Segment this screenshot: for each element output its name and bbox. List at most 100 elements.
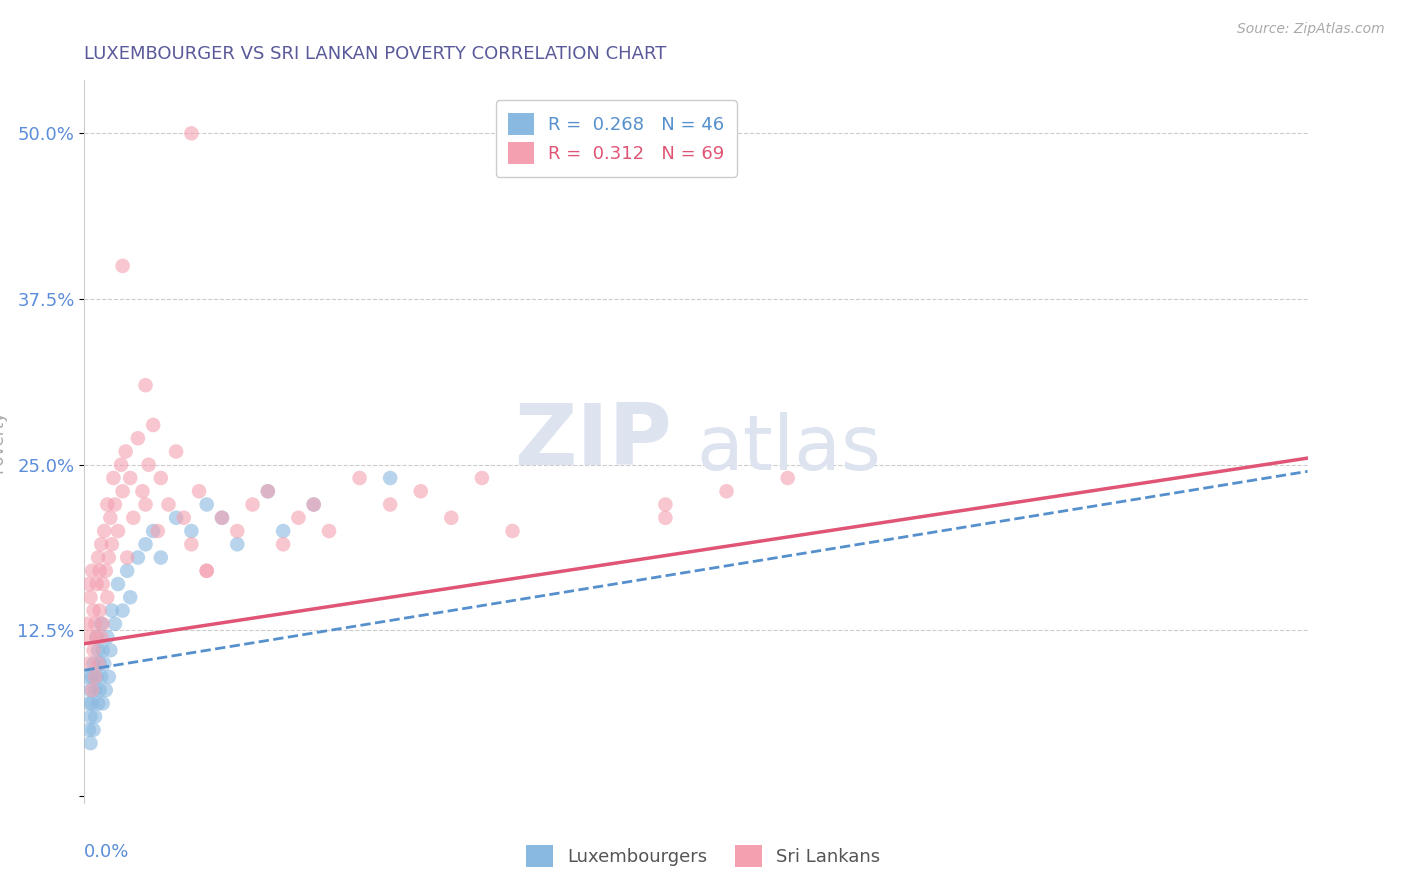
Point <box>79 630 101 644</box>
Point <box>380 498 402 512</box>
Point <box>91 577 114 591</box>
Point <box>173 510 195 524</box>
Point <box>146 524 169 538</box>
Point <box>380 471 402 485</box>
Point <box>83 643 105 657</box>
Point <box>94 683 117 698</box>
Point <box>84 670 107 684</box>
Point <box>135 537 157 551</box>
Point <box>90 630 112 644</box>
Point <box>87 643 110 657</box>
Point <box>98 510 121 524</box>
Point <box>127 550 149 565</box>
Point <box>80 697 103 711</box>
Point <box>93 524 115 538</box>
Point <box>716 484 738 499</box>
Point <box>226 537 249 551</box>
Point <box>97 550 120 565</box>
Point <box>79 709 101 723</box>
Point <box>409 484 432 499</box>
Point <box>180 126 202 140</box>
Point <box>107 524 129 538</box>
Point <box>180 537 202 551</box>
Point <box>142 417 165 432</box>
Point <box>84 616 107 631</box>
Point <box>104 616 127 631</box>
Point <box>257 484 280 499</box>
Point <box>80 683 103 698</box>
Point <box>776 471 799 485</box>
Point <box>120 591 142 605</box>
Point <box>86 630 108 644</box>
Point <box>165 444 187 458</box>
Point <box>188 484 211 499</box>
Point <box>271 537 294 551</box>
Point <box>107 577 129 591</box>
Point <box>91 643 114 657</box>
Point <box>135 498 157 512</box>
Point <box>77 657 100 671</box>
Point <box>77 723 100 737</box>
Point <box>211 510 233 524</box>
Point <box>86 670 108 684</box>
Point <box>79 591 101 605</box>
Text: atlas: atlas <box>696 412 880 486</box>
Point <box>120 471 142 485</box>
Point <box>149 550 172 565</box>
Point <box>302 498 325 512</box>
Point <box>89 564 111 578</box>
Point <box>195 564 218 578</box>
Point <box>96 630 118 644</box>
Point <box>98 643 121 657</box>
Point <box>142 524 165 538</box>
Text: ZIP: ZIP <box>513 400 672 483</box>
Point <box>115 550 138 565</box>
Point <box>440 510 463 524</box>
Point <box>122 510 145 524</box>
Point <box>110 458 132 472</box>
Point <box>257 484 280 499</box>
Point <box>302 498 325 512</box>
Point <box>287 510 309 524</box>
Point <box>349 471 371 485</box>
Point <box>83 723 105 737</box>
Point <box>271 524 294 538</box>
Point <box>80 564 103 578</box>
Point <box>84 709 107 723</box>
Point <box>111 603 134 617</box>
Legend: R =  0.268   N = 46, R =  0.312   N = 69: R = 0.268 N = 46, R = 0.312 N = 69 <box>496 100 737 177</box>
Point <box>471 471 494 485</box>
Point <box>101 603 124 617</box>
Point <box>101 537 124 551</box>
Point <box>195 564 218 578</box>
Point <box>654 510 676 524</box>
Point <box>89 603 111 617</box>
Point <box>226 524 249 538</box>
Point <box>111 259 134 273</box>
Point <box>165 510 187 524</box>
Point <box>135 378 157 392</box>
Point <box>86 630 108 644</box>
Point <box>111 484 134 499</box>
Point <box>114 444 136 458</box>
Point <box>94 564 117 578</box>
Point <box>157 498 180 512</box>
Point <box>211 510 233 524</box>
Point <box>104 498 127 512</box>
Point <box>77 697 100 711</box>
Point <box>91 616 114 631</box>
Point <box>96 591 118 605</box>
Text: LUXEMBOURGER VS SRI LANKAN POVERTY CORRELATION CHART: LUXEMBOURGER VS SRI LANKAN POVERTY CORRE… <box>84 45 666 63</box>
Point <box>138 458 160 472</box>
Point <box>77 577 100 591</box>
Text: 0.0%: 0.0% <box>84 843 129 861</box>
Point <box>90 537 112 551</box>
Point <box>93 657 115 671</box>
Point <box>96 498 118 512</box>
Point <box>127 431 149 445</box>
Point <box>76 670 98 684</box>
Point <box>91 697 114 711</box>
Point <box>97 670 120 684</box>
Text: Source: ZipAtlas.com: Source: ZipAtlas.com <box>1237 22 1385 37</box>
Point <box>131 484 153 499</box>
